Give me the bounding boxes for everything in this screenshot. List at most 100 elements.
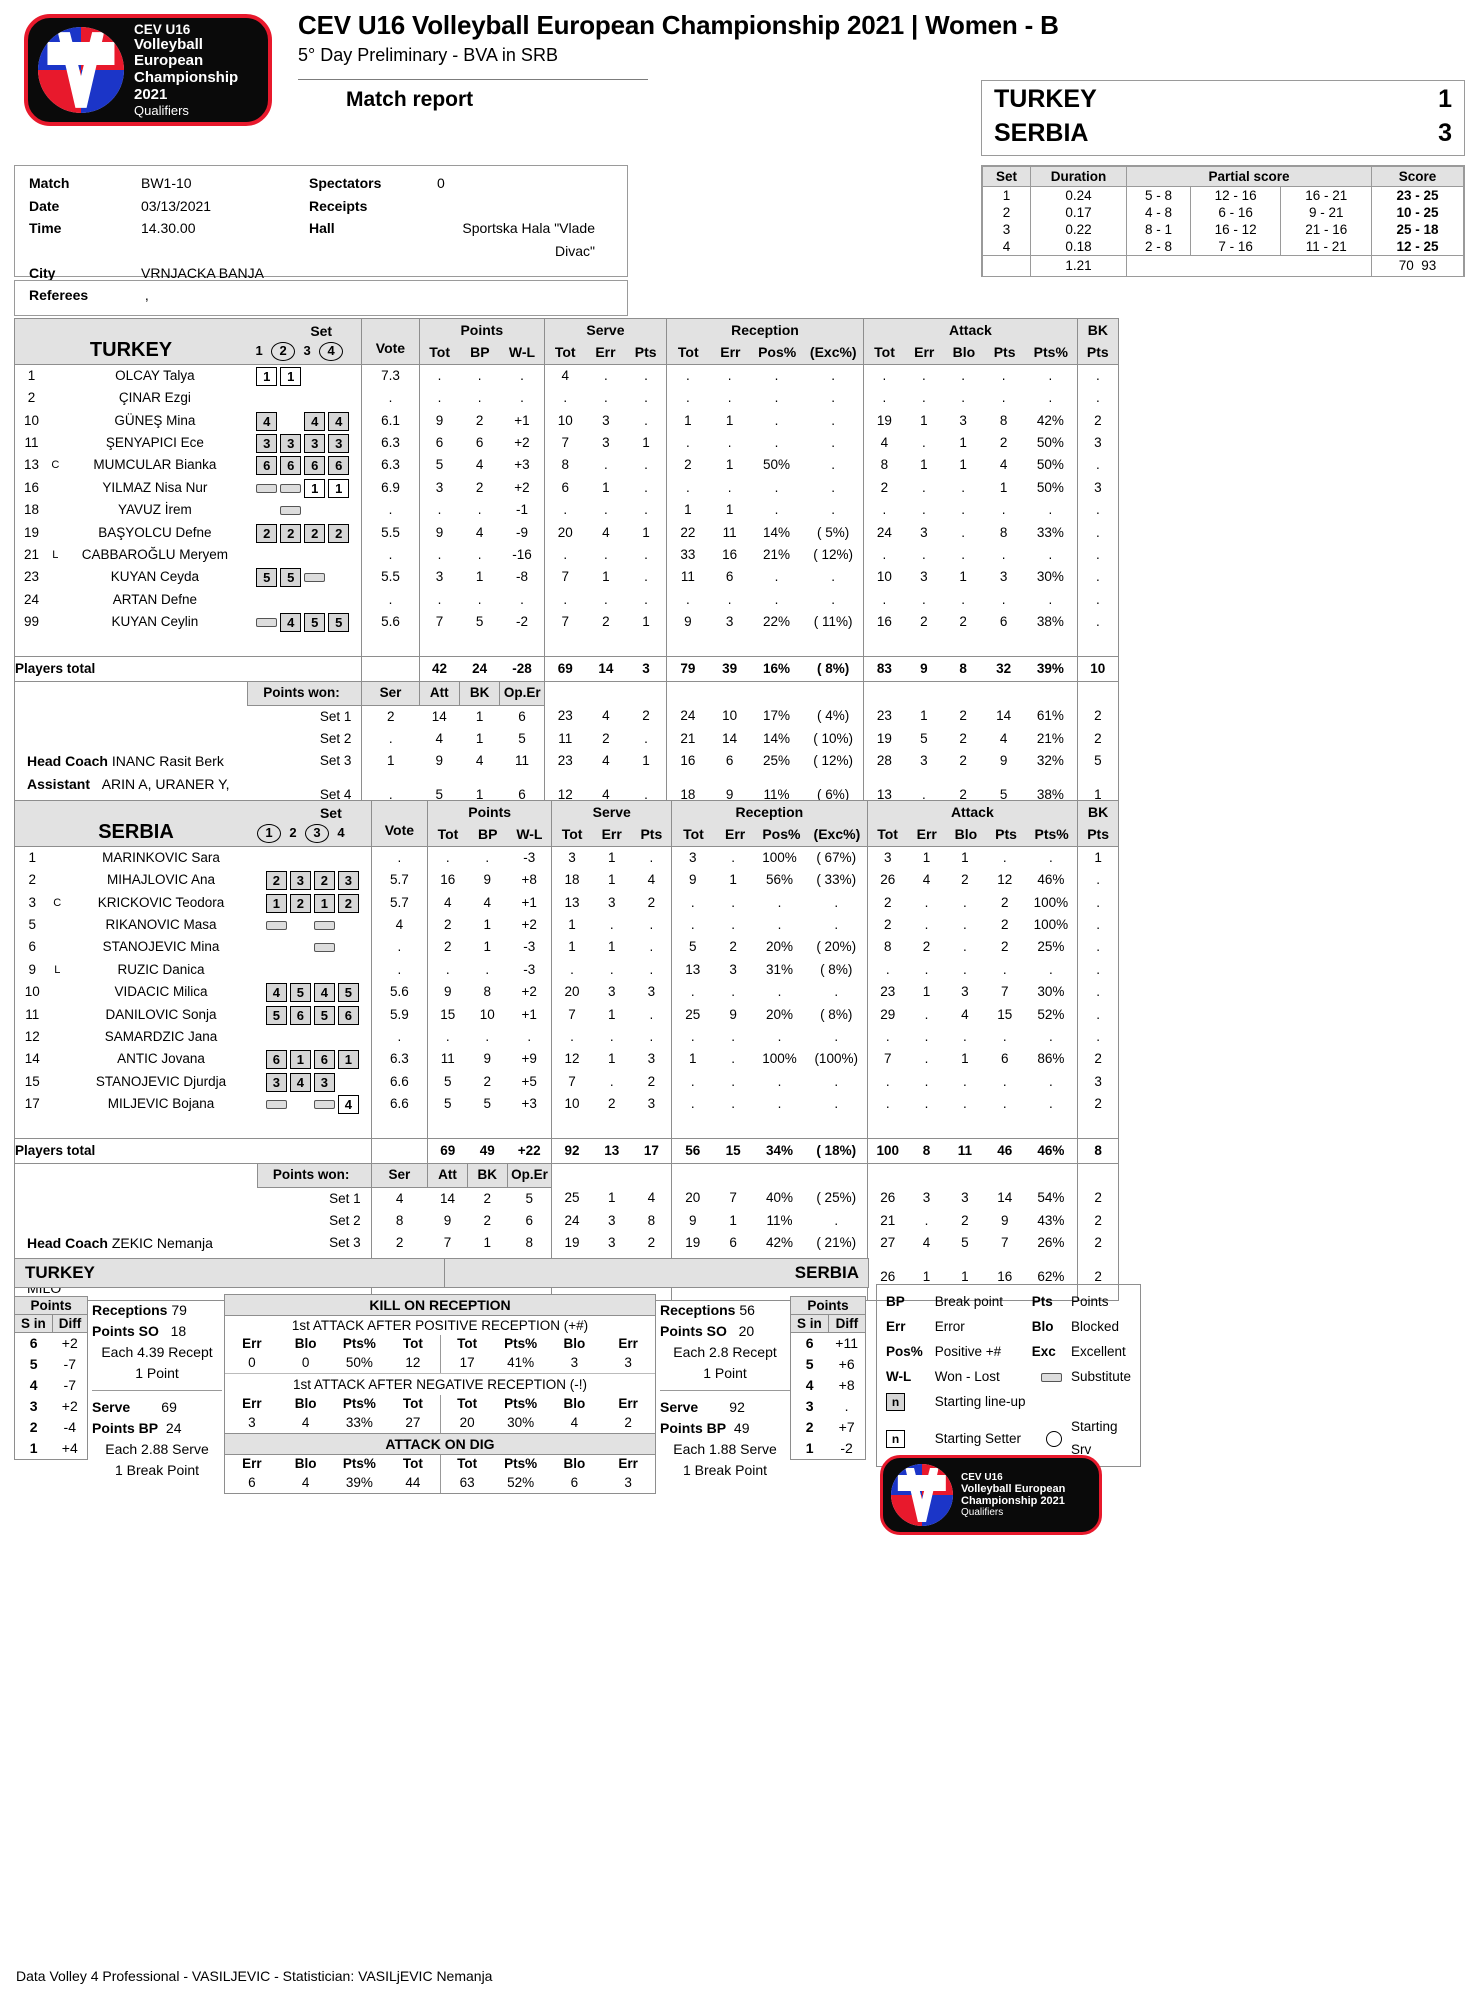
player-serve-pts: 1 <box>642 614 650 630</box>
player-points-wl: -2 <box>515 614 528 630</box>
player-row[interactable]: 12 SAMARDZIC Jana................. <box>15 1026 1118 1049</box>
player-number: 6 <box>28 939 37 955</box>
player-name: STANOJEVIC Mina <box>102 939 220 955</box>
player-reception-err: . <box>731 984 736 1000</box>
player-points-wl: -9 <box>515 524 528 540</box>
player-attack-blo: 3 <box>959 412 967 428</box>
player-serve-tot: . <box>544 544 586 567</box>
player-reception-pos: 56% <box>765 872 793 888</box>
points-header: Points <box>790 1296 866 1315</box>
pw-serve-tot: 19 <box>551 1232 592 1255</box>
player-row[interactable]: 23 KUYAN Ceyda 5 5 5.5 3 1 -8 7 1. 11 6.. 10 3 1 3 30%. <box>15 566 1118 589</box>
player-row[interactable]: 24 ARTAN Defne................. <box>15 588 1118 612</box>
player-reception-exc: . <box>831 457 835 473</box>
player-row[interactable]: 15 STANOJEVIC Djurdja 3 4 3 6.6 5 2 +5 7. 2.......… <box>15 1070 1118 1094</box>
player-row[interactable]: 19 BAŞYOLCU Defne 2 2 2 2 5.5 9 4 -9 20 4 1 22 11 14%( … <box>15 521 1118 545</box>
total-serve-tot: 69 <box>544 656 586 682</box>
player-vote: 5.7 <box>370 891 428 915</box>
player-bk-pts: 3 <box>1076 432 1118 455</box>
pw-serve-tot: 11 <box>544 727 586 751</box>
player-attack-pts: . <box>1001 367 1006 383</box>
player-row[interactable]: 9 L RUZIC Danica... -3... 13 3 31% ( 8%)...... <box>15 958 1118 982</box>
player-row[interactable]: 2 MIHAJLOVIC Ana 2 3 2 3 5.7 16 9 +8 18 1 4 9 1 56%( 33… <box>15 869 1118 892</box>
player-serve-tot: 1 <box>551 914 592 937</box>
legend-value-right: Substitute <box>1070 1369 1131 1384</box>
player-reception-tot: . <box>671 891 714 915</box>
legend-value-right: Blocked <box>1070 1319 1119 1334</box>
player-row[interactable]: 17 MILJEVIC Bojana 4 6.6 5 5 +3 10 2 3......... 2 <box>15 1093 1118 1116</box>
player-row[interactable]: 1 OLCAY Talya 1 1 7.3... 4............ <box>15 364 1118 388</box>
player-serve-tot: 3 <box>551 846 592 870</box>
player-name: KRICKOVIC Teodora <box>97 894 225 910</box>
player-row[interactable]: 18 YAVUZ İrem... -1... 1 1........ <box>15 499 1118 522</box>
player-attack-ptspc: . <box>1049 961 1053 977</box>
spectators-value: 0 <box>437 175 445 191</box>
player-bk-pts: 3 <box>1076 476 1118 500</box>
player-row[interactable]: 1 MARINKOVIC Sara... -3 3 1. 3. 100%( 67%) 3 1 1.… <box>15 846 1118 870</box>
starting-position-box: 3 <box>256 433 278 453</box>
player-row[interactable]: 16 YILMAZ Nisa Nur 1 1 6.9 3 2 +2 6 1..... 2.. 1 50%… <box>15 476 1118 500</box>
total-points-bp: 24 <box>459 656 500 682</box>
player-attack-blo: 1 <box>959 457 967 473</box>
s-in-header: S in <box>14 1314 53 1333</box>
pw-bk: 2 <box>483 1212 492 1228</box>
pw-reception-err: 6 <box>725 753 734 769</box>
player-row[interactable]: 11 DANILOVIC Sonja 5 6 5 6 5.9 15 10 +1 7 1. 25 9 20%(… <box>15 1003 1118 1027</box>
player-points-wl: +2 <box>521 984 537 1000</box>
diff-position: 2 <box>29 1419 38 1435</box>
player-attack-pts: . <box>1002 1029 1007 1045</box>
pw-attack-err: 1 <box>920 708 928 724</box>
starting-position-box: 5 <box>280 568 302 588</box>
player-points-bp: . <box>477 390 482 406</box>
player-attack-err: . <box>921 547 926 563</box>
player-row[interactable]: 5 RIKANOVIC Masa 4 2 1 +2 1...... 2.. 2 100%. <box>15 914 1118 937</box>
attack-pts-header: Pts <box>993 344 1016 361</box>
kor-col-header: Tot <box>439 1335 494 1352</box>
player-points-tot: . <box>418 544 460 567</box>
player-row[interactable]: 6 STANOJEVIC Mina. 2 1 -3 1 1. 5 2 20%( 20%) 8 2. 2 2… <box>15 936 1118 959</box>
player-points-tot: . <box>427 1026 468 1049</box>
player-bk-pts: . <box>1076 544 1118 567</box>
player-serve-pts: . <box>649 849 654 865</box>
player-attack-tot: 2 <box>863 476 905 500</box>
pw-attack-ptspc: 21% <box>1036 730 1064 746</box>
player-bk-pts: . <box>1076 499 1118 522</box>
player-reception-pos: . <box>774 569 779 585</box>
partial-1: 4 - 8 <box>1126 204 1191 221</box>
player-attack-err: . <box>924 1006 929 1022</box>
total-attack-tot: 100 <box>866 1138 908 1164</box>
player-row[interactable]: 2 ÇINAR Ezgi................. <box>15 387 1118 410</box>
legend-key-right <box>1031 1414 1070 1462</box>
set-group-header: Set 1 2 3 4 <box>247 319 362 364</box>
player-row[interactable]: 11 ŞENYAPICI Ece 3 3 3 3 6.3 6 6 +2 7 3 1.... 4. 1 2 50%… <box>15 432 1118 455</box>
set-number-label: 4 <box>337 825 345 841</box>
pw-serve-tot: 24 <box>551 1209 592 1233</box>
legend-row: BP Break point Pts Points <box>885 1289 1132 1314</box>
player-row[interactable]: 10 VIDACIC Milica 4 5 4 5 5.6 9 8 +2 20 3 3.... 23 1 3 7… <box>15 981 1118 1004</box>
pw-attack-ptspc: 43% <box>1037 1212 1065 1228</box>
cev-badge-icon-small <box>891 1464 953 1526</box>
total-bk-pts: 8 <box>1077 1138 1118 1164</box>
player-row[interactable]: 99 KUYAN Ceylin 4 5 5 5.6 7 5 -2 7 2 1 9 3 22%( 11%) 16… <box>15 611 1118 634</box>
player-reception-tot: . <box>665 432 710 455</box>
player-serve-err: 2 <box>602 614 610 630</box>
player-points-tot: 3 <box>418 476 460 500</box>
player-serve-tot: 4 <box>544 364 586 388</box>
serve-tot-header: Tot <box>554 344 576 361</box>
player-row[interactable]: 13 C MUMCULAR Bianka 6 6 6 6 6.3 5 4 +3 8.. 2 1 50%. 8 1… <box>15 454 1118 477</box>
player-row[interactable]: 14 ANTIC Jovana 6 1 6 1 6.3 11 9 +9 12 1 3 1. 100% (100… <box>15 1048 1118 1071</box>
starting-position-box: 6 <box>265 1050 287 1070</box>
partial-3: 9 - 21 <box>1280 204 1372 221</box>
player-vote: 5.6 <box>370 981 428 1004</box>
player-attack-err: 1 <box>920 457 928 473</box>
player-row[interactable]: 21 L CABBAROĞLU Meryem... -16... 33 16 21% ( 12… <box>15 544 1118 567</box>
diff-position: 6 <box>29 1335 38 1351</box>
player-role <box>50 869 65 891</box>
player-row[interactable]: 10 GÜNEŞ Mina 4 4 4 6.1 9 2 +1 10 3. 1 1.. 19 1 3 8 42% 2 <box>15 409 1118 433</box>
player-set-positions <box>257 914 371 936</box>
player-points-wl: +2 <box>514 435 530 451</box>
player-attack-pts: . <box>1002 1096 1007 1112</box>
player-name: ŞENYAPICI Ece <box>105 435 204 451</box>
total-reception-exc: ( 8%) <box>803 656 864 682</box>
player-row[interactable]: 3 C KRICKOVIC Teodora 1 2 1 2 5.7 4 4 +1 13 3 2.... 2.… <box>15 891 1118 915</box>
